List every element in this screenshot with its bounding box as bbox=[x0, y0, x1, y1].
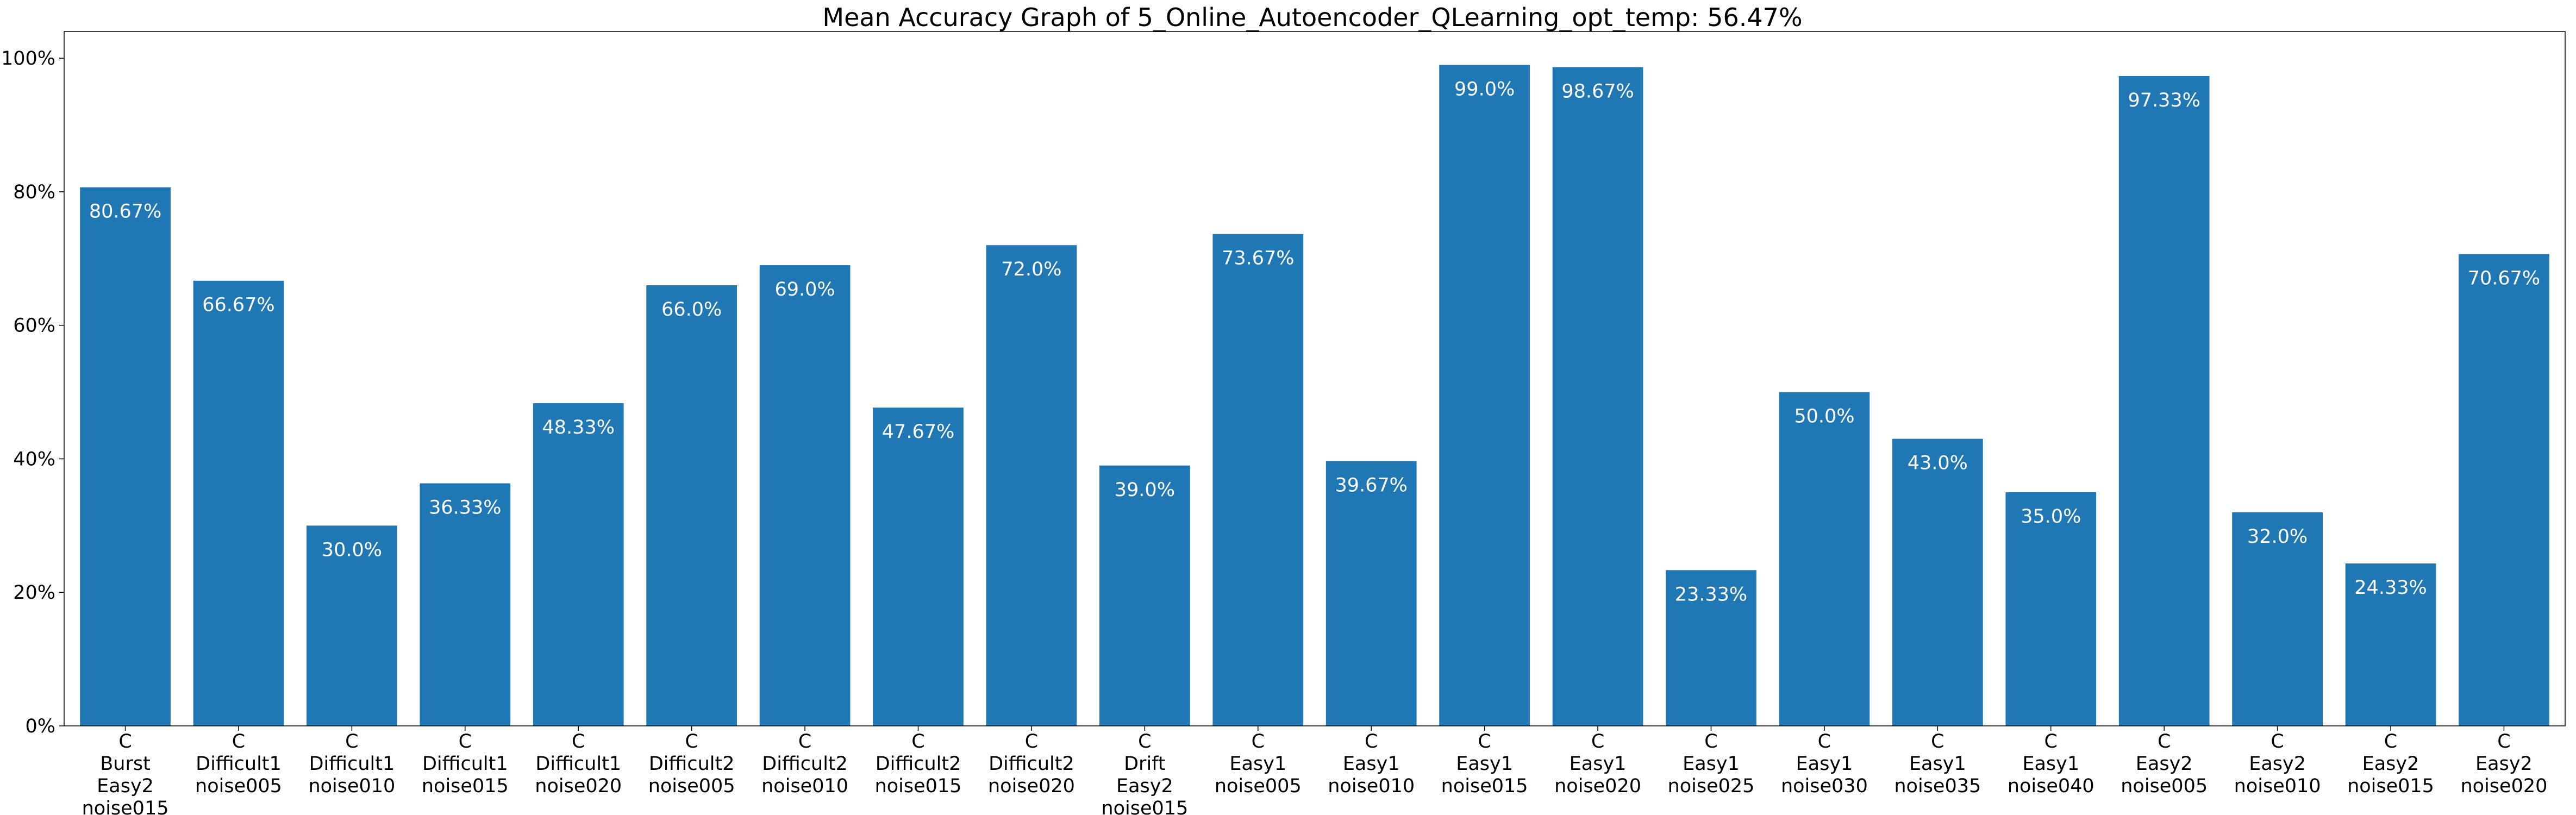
bar-value-label-2: 30.0% bbox=[322, 539, 382, 561]
x-tick-label-18: C Easy2 noise005 bbox=[2121, 731, 2208, 797]
x-tick-label-5: C Difficult2 noise005 bbox=[648, 731, 735, 797]
bar-15 bbox=[1779, 392, 1870, 726]
bar-value-label-14: 23.33% bbox=[1675, 584, 1747, 605]
y-axis: 0% 20% 40% 60% 80% 100% bbox=[1, 48, 64, 737]
y-tick-label-5: 100% bbox=[1, 48, 55, 70]
bar-2 bbox=[307, 525, 397, 726]
bar-value-label-12: 99.0% bbox=[1454, 78, 1515, 100]
bar-value-label-4: 48.33% bbox=[542, 417, 615, 438]
bar-17 bbox=[2005, 492, 2097, 726]
bar-value-label-16: 43.0% bbox=[1908, 453, 1968, 474]
bar-11 bbox=[1325, 461, 1417, 726]
bar-labels-group: 80.67% 66.67% 30.0% 36.33% 48.33% 66.0% 69.0% 4… bbox=[89, 78, 2540, 605]
x-tick-label-13: C Easy1 noise020 bbox=[1554, 731, 1641, 797]
bar-value-label-9: 39.0% bbox=[1115, 479, 1175, 501]
bar-9 bbox=[1099, 465, 1190, 726]
bar-value-label-15: 50.0% bbox=[1794, 406, 1854, 428]
bar-7 bbox=[873, 408, 964, 726]
bar-1 bbox=[193, 280, 284, 726]
x-tick-label-11: C Easy1 noise010 bbox=[1328, 731, 1415, 797]
x-axis: C Burst Easy2 noise015 C Difficult1 noise005 C D… bbox=[82, 726, 2547, 815]
x-tick-label-8: C Difficult2 noise020 bbox=[988, 731, 1075, 797]
bar-value-label-0: 80.67% bbox=[89, 201, 161, 223]
bar-5 bbox=[646, 285, 737, 726]
x-tick-label-9: C Drift Easy2 noise015 bbox=[1101, 731, 1188, 815]
bar-21 bbox=[2459, 254, 2549, 726]
bar-20 bbox=[2345, 563, 2436, 726]
bar-value-label-19: 32.0% bbox=[2247, 526, 2308, 548]
bar-value-label-5: 66.0% bbox=[661, 299, 722, 321]
y-tick-label-2: 40% bbox=[13, 448, 55, 470]
bar-value-label-10: 73.67% bbox=[1222, 248, 1294, 269]
bar-value-label-20: 24.33% bbox=[2354, 577, 2427, 599]
x-tick-label-2: C Difficult1 noise010 bbox=[308, 731, 395, 797]
x-tick-label-20: C Easy2 noise015 bbox=[2347, 731, 2434, 797]
bar-6 bbox=[759, 265, 851, 726]
x-tick-label-7: C Difficult2 noise015 bbox=[875, 731, 962, 797]
bar-0 bbox=[80, 187, 171, 726]
y-tick-label-3: 60% bbox=[13, 315, 55, 337]
bar-value-label-8: 72.0% bbox=[1001, 259, 1061, 280]
bar-value-label-18: 97.33% bbox=[2128, 90, 2200, 111]
plot-frame bbox=[64, 31, 2566, 726]
x-tick-label-1: C Difficult1 noise005 bbox=[195, 731, 282, 797]
bar-value-label-13: 98.67% bbox=[1561, 81, 1634, 103]
bar-value-label-17: 35.0% bbox=[2021, 506, 2081, 528]
bar-value-label-21: 70.67% bbox=[2468, 268, 2540, 290]
x-tick-label-10: C Easy1 noise005 bbox=[1215, 731, 1302, 797]
x-tick-label-0: C Burst Easy2 noise015 bbox=[82, 731, 169, 815]
bars-group bbox=[80, 65, 2549, 726]
y-tick-label-4: 80% bbox=[13, 181, 55, 203]
bar-10 bbox=[1212, 234, 1304, 726]
x-tick-label-6: C Difficult2 noise010 bbox=[761, 731, 848, 797]
x-tick-label-14: C Easy1 noise025 bbox=[1668, 731, 1755, 797]
x-tick-label-17: C Easy1 noise040 bbox=[2008, 731, 2094, 797]
x-tick-label-21: C Easy2 noise020 bbox=[2460, 731, 2547, 797]
x-tick-label-15: C Easy1 noise030 bbox=[1781, 731, 1868, 797]
bar-value-label-1: 66.67% bbox=[202, 294, 274, 316]
x-tick-label-3: C Difficult1 noise015 bbox=[422, 731, 509, 797]
bar-18 bbox=[2118, 76, 2210, 726]
chart-title: Mean Accuracy Graph of 5_Online_Autoenco… bbox=[822, 3, 1802, 32]
bar-8 bbox=[986, 245, 1077, 726]
x-tick-label-4: C Difficult1 noise020 bbox=[535, 731, 622, 797]
bar-value-label-11: 39.67% bbox=[1335, 475, 1407, 497]
bar-19 bbox=[2232, 512, 2323, 726]
x-tick-label-16: C Easy1 noise035 bbox=[1894, 731, 1981, 797]
y-tick-label-0: 0% bbox=[25, 716, 55, 737]
bar-13 bbox=[1552, 67, 1643, 726]
x-tick-label-12: C Easy1 noise015 bbox=[1441, 731, 1528, 797]
x-tick-label-19: C Easy2 noise010 bbox=[2234, 731, 2321, 797]
y-tick-label-1: 20% bbox=[13, 582, 55, 604]
bar-value-label-7: 47.67% bbox=[882, 421, 954, 443]
bar-value-label-6: 69.0% bbox=[774, 279, 835, 300]
bar-value-label-3: 36.33% bbox=[429, 497, 501, 519]
bar-3 bbox=[420, 483, 511, 726]
bar-16 bbox=[1892, 438, 1983, 726]
bar-14 bbox=[1666, 570, 1756, 726]
bar-4 bbox=[533, 403, 624, 726]
bar-12 bbox=[1439, 65, 1530, 726]
